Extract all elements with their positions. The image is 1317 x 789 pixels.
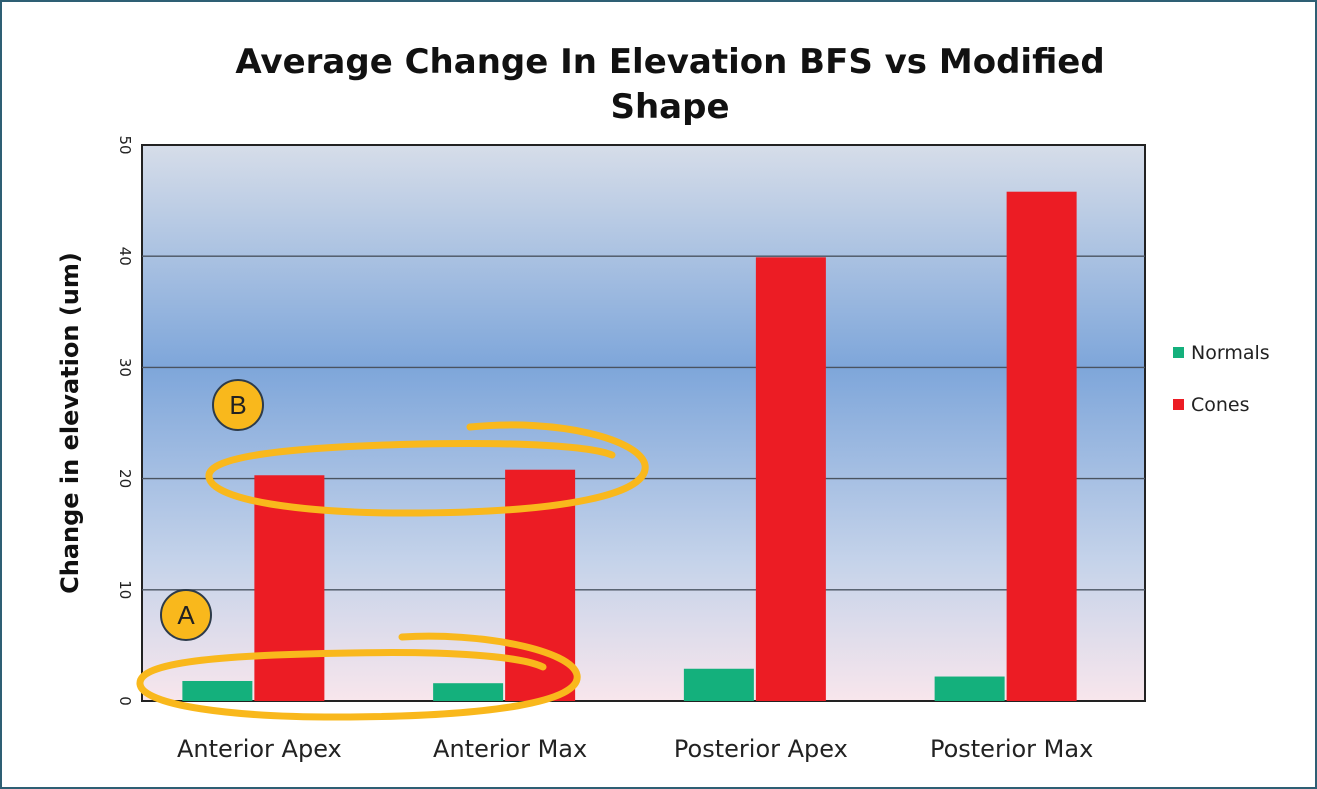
- y-tick-label: 30: [116, 358, 134, 377]
- bar-cones-posterior-apex: [755, 257, 826, 701]
- chart-title-line-2: Shape: [610, 87, 729, 127]
- x-category-label: Anterior Apex: [177, 735, 342, 763]
- bar-normals-posterior-apex: [683, 668, 754, 701]
- annotation-b: B: [205, 379, 649, 517]
- bar-normals-anterior-apex: [182, 680, 253, 701]
- bar-normals-posterior-max: [934, 676, 1005, 701]
- annotation-badge-a-label: A: [177, 600, 195, 630]
- legend: Normals Cones: [1173, 342, 1270, 416]
- x-category-label: Anterior Max: [433, 735, 587, 763]
- bar-normals-anterior-max: [433, 683, 504, 701]
- annotation-badge-b: [212, 379, 264, 431]
- bar-cones-posterior-max: [1006, 191, 1077, 702]
- chart-title-line-1: Average Change In Elevation BFS vs Modif…: [235, 42, 1104, 82]
- legend-swatch-normals: [1173, 347, 1184, 358]
- legend-label-cones: Cones: [1191, 394, 1250, 416]
- y-tick-label: 50: [116, 135, 134, 154]
- y-tick-label: 20: [116, 469, 134, 488]
- y-axis-label: Change in elevation (um): [56, 252, 84, 594]
- y-tick-label: 40: [116, 247, 134, 266]
- y-tick-labels: 0 10 20 30 40 50: [116, 135, 134, 705]
- x-category-label: Posterior Max: [930, 735, 1093, 763]
- annotation-badge-b-label: B: [229, 390, 246, 420]
- annotation-badge-a: [160, 589, 212, 641]
- annotation-a: A: [136, 589, 581, 721]
- x-category-label: Posterior Apex: [674, 735, 848, 763]
- legend-label-normals: Normals: [1191, 342, 1270, 364]
- highlight-ellipse-a: [136, 632, 581, 721]
- highlight-ellipse-b: [205, 421, 649, 517]
- legend-swatch-cones: [1173, 399, 1184, 410]
- y-tick-label: 10: [116, 580, 134, 599]
- bar-cones-anterior-apex: [254, 475, 325, 701]
- y-tick-label: 0: [116, 696, 134, 706]
- x-category-labels: Anterior Apex Anterior Max Posterior Apex P…: [177, 735, 1093, 763]
